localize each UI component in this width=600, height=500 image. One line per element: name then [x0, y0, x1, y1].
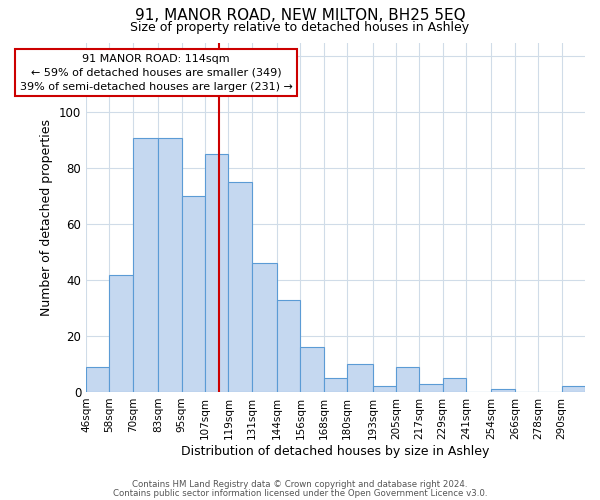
Y-axis label: Number of detached properties: Number of detached properties [40, 118, 53, 316]
Bar [324, 378, 347, 392]
Text: Contains public sector information licensed under the Open Government Licence v3: Contains public sector information licen… [113, 488, 487, 498]
Text: Size of property relative to detached houses in Ashley: Size of property relative to detached ho… [130, 21, 470, 34]
Bar [301, 347, 324, 392]
Bar [252, 264, 277, 392]
Bar [158, 138, 182, 392]
Bar [491, 389, 515, 392]
Bar [562, 386, 585, 392]
Bar [277, 300, 301, 392]
Text: 91 MANOR ROAD: 114sqm
← 59% of detached houses are smaller (349)
39% of semi-det: 91 MANOR ROAD: 114sqm ← 59% of detached … [20, 54, 293, 92]
Bar [182, 196, 205, 392]
Bar [443, 378, 466, 392]
Bar [347, 364, 373, 392]
Bar [86, 367, 109, 392]
Bar [373, 386, 396, 392]
Bar [205, 154, 229, 392]
Bar [133, 138, 158, 392]
Bar [396, 367, 419, 392]
Bar [419, 384, 443, 392]
Text: 91, MANOR ROAD, NEW MILTON, BH25 5EQ: 91, MANOR ROAD, NEW MILTON, BH25 5EQ [134, 8, 466, 22]
Bar [109, 274, 133, 392]
Text: Contains HM Land Registry data © Crown copyright and database right 2024.: Contains HM Land Registry data © Crown c… [132, 480, 468, 489]
X-axis label: Distribution of detached houses by size in Ashley: Distribution of detached houses by size … [181, 444, 490, 458]
Bar [229, 182, 252, 392]
